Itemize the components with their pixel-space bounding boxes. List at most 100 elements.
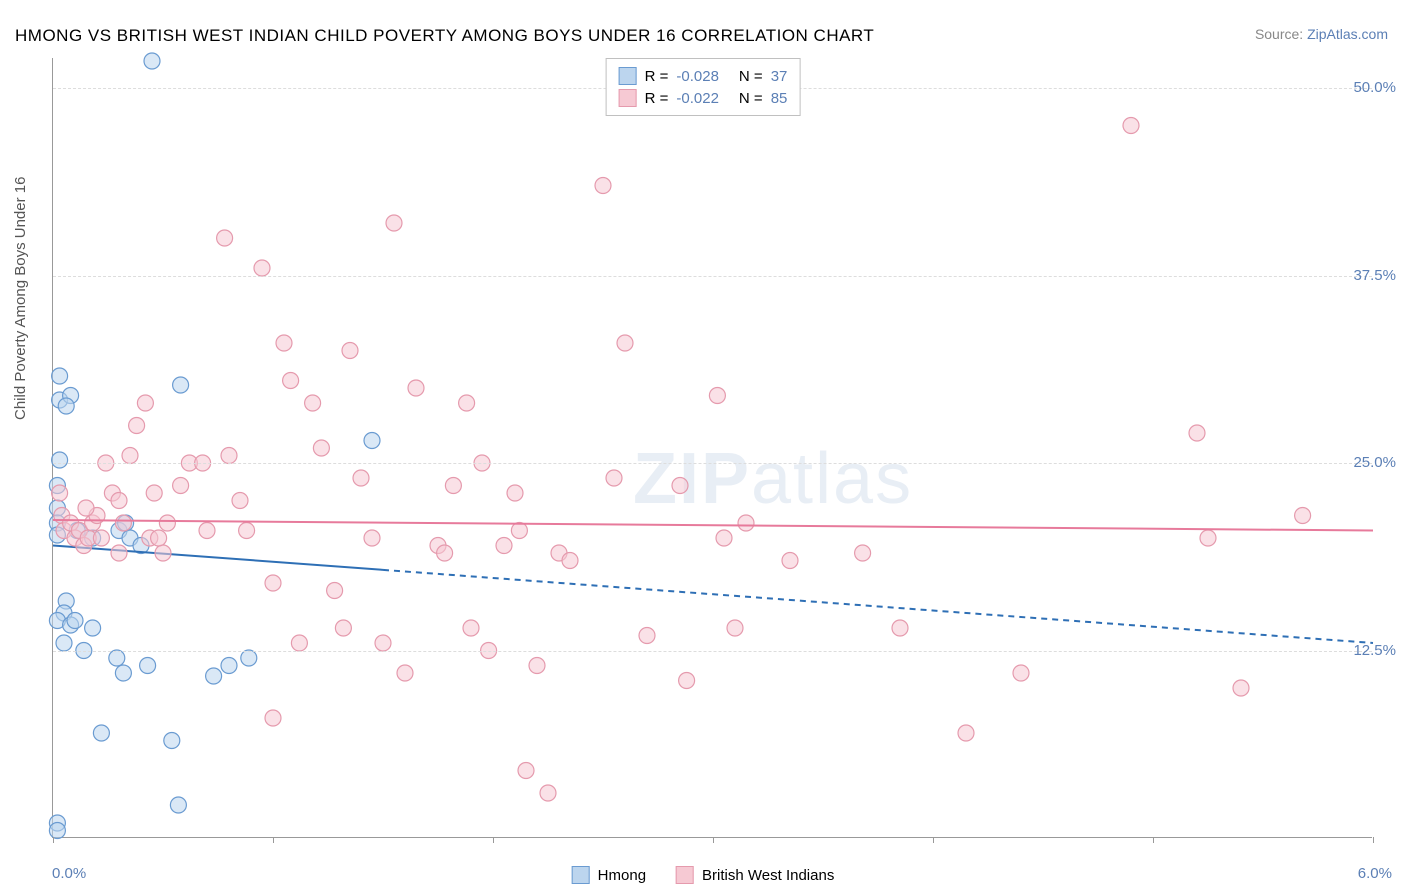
data-point [78, 500, 94, 516]
x-tick-mark [493, 837, 494, 843]
data-point [122, 448, 138, 464]
legend-swatch [572, 866, 590, 884]
series-legend: Hmong British West Indians [572, 866, 835, 884]
data-point [1123, 118, 1139, 134]
data-point [364, 433, 380, 449]
data-point [1013, 665, 1029, 681]
data-point [679, 673, 695, 689]
data-point [111, 545, 127, 561]
data-point [170, 797, 186, 813]
data-point [1295, 508, 1311, 524]
data-point [254, 260, 270, 276]
legend-n-label: N = [739, 90, 763, 107]
data-point [738, 515, 754, 531]
data-point [727, 620, 743, 636]
data-point [115, 665, 131, 681]
data-point [93, 530, 109, 546]
correlation-legend-row: R = -0.028 N = 37 [619, 65, 788, 87]
source-attribution: Source: ZipAtlas.com [1255, 26, 1388, 42]
data-point [437, 545, 453, 561]
data-point [445, 478, 461, 494]
gridline [53, 463, 1372, 464]
data-point [58, 398, 74, 414]
data-point [151, 530, 167, 546]
data-point [49, 823, 65, 839]
data-point [342, 343, 358, 359]
data-point [291, 635, 307, 651]
data-point [144, 53, 160, 69]
source-link[interactable]: ZipAtlas.com [1307, 26, 1388, 42]
data-point [463, 620, 479, 636]
data-point [109, 650, 125, 666]
data-point [155, 545, 171, 561]
data-point [595, 178, 611, 194]
data-point [892, 620, 908, 636]
data-point [496, 538, 512, 554]
x-tick-max: 6.0% [1358, 865, 1392, 882]
data-point [232, 493, 248, 509]
data-point [221, 658, 237, 674]
data-point [672, 478, 688, 494]
data-point [459, 395, 475, 411]
data-point [93, 725, 109, 741]
data-point [305, 395, 321, 411]
data-point [52, 452, 68, 468]
series-legend-item: British West Indians [676, 866, 834, 884]
data-point [716, 530, 732, 546]
data-point [173, 377, 189, 393]
data-point [397, 665, 413, 681]
legend-n-value: 85 [771, 90, 788, 107]
data-point [782, 553, 798, 569]
gridline [53, 276, 1372, 277]
legend-r-label: R = [645, 90, 669, 107]
data-point [283, 373, 299, 389]
y-axis-label: Child Poverty Among Boys Under 16 [12, 177, 29, 420]
data-point [639, 628, 655, 644]
data-point [518, 763, 534, 779]
data-point [353, 470, 369, 486]
y-tick-label: 50.0% [1353, 79, 1396, 96]
data-point [85, 620, 101, 636]
data-point [408, 380, 424, 396]
data-point [52, 368, 68, 384]
data-point [511, 523, 527, 539]
legend-swatch [676, 866, 694, 884]
x-tick-mark [1153, 837, 1154, 843]
legend-n-label: N = [739, 68, 763, 85]
legend-r-value: -0.022 [676, 90, 719, 107]
data-point [1233, 680, 1249, 696]
data-point [52, 485, 68, 501]
chart-title: HMONG VS BRITISH WEST INDIAN CHILD POVER… [15, 26, 874, 46]
y-tick-label: 37.5% [1353, 267, 1396, 284]
data-point [115, 515, 131, 531]
data-point [1200, 530, 1216, 546]
data-point [164, 733, 180, 749]
data-point [67, 613, 83, 629]
correlation-legend: R = -0.028 N = 37 R = -0.022 N = 85 [606, 58, 801, 116]
legend-swatch [619, 67, 637, 85]
legend-n-value: 37 [771, 68, 788, 85]
data-point [507, 485, 523, 501]
x-tick-mark [273, 837, 274, 843]
series-legend-label: Hmong [598, 867, 646, 884]
series-legend-item: Hmong [572, 866, 646, 884]
data-point [265, 710, 281, 726]
data-point [241, 650, 257, 666]
data-point [276, 335, 292, 351]
data-point [562, 553, 578, 569]
data-point [529, 658, 545, 674]
regression-line-dashed [383, 570, 1373, 643]
data-point [56, 635, 72, 651]
data-point [709, 388, 725, 404]
data-point [606, 470, 622, 486]
x-tick-mark [1373, 837, 1374, 843]
plot-area: ZIPatlas [52, 58, 1372, 838]
x-tick-mark [713, 837, 714, 843]
data-point [327, 583, 343, 599]
correlation-legend-row: R = -0.022 N = 85 [619, 87, 788, 109]
series-legend-label: British West Indians [702, 867, 834, 884]
gridline [53, 651, 1372, 652]
data-point [540, 785, 556, 801]
data-point [221, 448, 237, 464]
chart-container: HMONG VS BRITISH WEST INDIAN CHILD POVER… [0, 0, 1406, 892]
